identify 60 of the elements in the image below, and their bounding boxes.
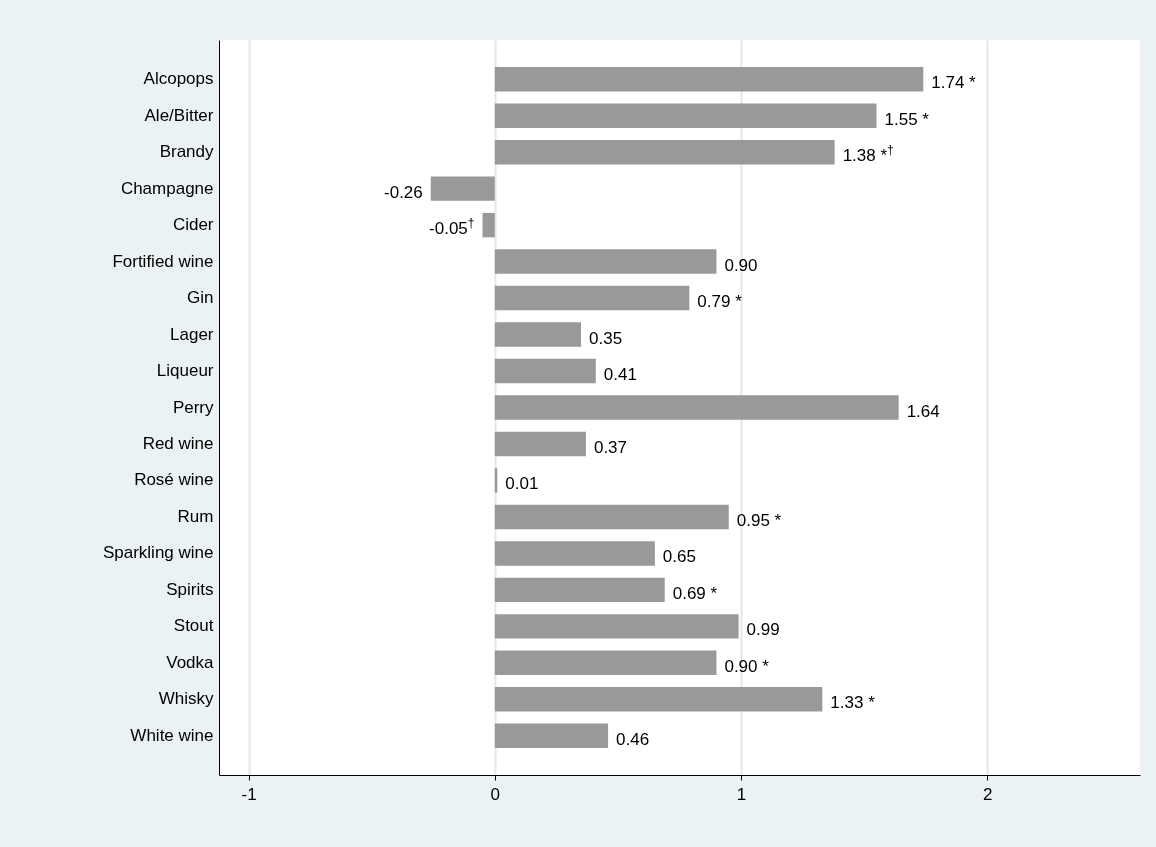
bar [494,322,581,347]
y-tick-label: White wine [130,725,214,745]
bar [494,687,823,712]
y-tick-label: Stout [173,616,214,636]
data-label: 1.64 [906,401,940,421]
data-label: 0.41 [603,365,637,385]
data-label: 0.46 [616,729,650,749]
bar [494,139,835,165]
y-tick-label: Lager [170,324,214,344]
data-label: 0.90 * [724,656,770,676]
x-tick-label: 0 [490,784,501,804]
y-tick-label: Gin [187,288,214,308]
y-tick-label: Alcopops [143,69,214,89]
bar [494,650,717,676]
data-label: 0.35 [589,328,623,348]
data-label: 1.33 * [830,693,876,713]
y-tick-label: Rosé wine [134,470,214,490]
y-tick-label: Sparkling wine [102,543,214,563]
data-label: -0.26 [384,182,423,202]
bar [494,431,586,457]
data-label: 1.55 * [884,109,930,129]
x-tick-label: 1 [736,784,747,804]
bar [494,504,729,530]
bar [430,176,495,201]
data-label: 0.69 * [672,583,718,603]
y-tick-label: Fortified wine [112,251,214,271]
y-tick-label: Vodka [166,652,215,672]
bar [494,358,596,384]
data-label: 1.74 * [931,73,977,93]
bar [494,614,739,639]
data-label: 0.95 * [736,510,782,530]
data-label: 1.38 *$^{†}$ [842,143,894,166]
y-tick-label: Rum [177,506,214,526]
y-tick-label: Spirits [166,579,214,599]
bar [494,577,665,603]
data-label: 0.90 [724,255,758,275]
y-tick-label: Champagne [120,178,214,198]
bar [494,541,655,566]
data-label: 0.37 [593,437,628,457]
data-label: -0.05$^{†}$ [429,216,475,239]
bar [494,285,690,311]
y-tick-label: Liqueur [156,361,214,381]
x-tick-label: -1 [241,784,257,804]
bar [494,66,924,92]
x-tick-label: 2 [983,784,993,804]
data-label: 0.65 [662,547,696,567]
bar [482,212,495,238]
y-tick-label: Brandy [159,142,214,162]
bar [494,723,609,749]
data-label: 0.01 [505,474,539,494]
data-label: 0.99 [746,620,780,640]
y-tick-label: Perry [172,397,214,417]
y-tick-label: Ale/Bitter [144,105,214,125]
y-tick-label: Whisky [158,689,214,709]
y-tick-label: Red wine [142,433,214,453]
bar [494,103,877,128]
data-label: 0.79 * [697,292,743,312]
bar [494,249,717,274]
y-tick-label: Cider [172,215,214,235]
bar [494,395,899,420]
